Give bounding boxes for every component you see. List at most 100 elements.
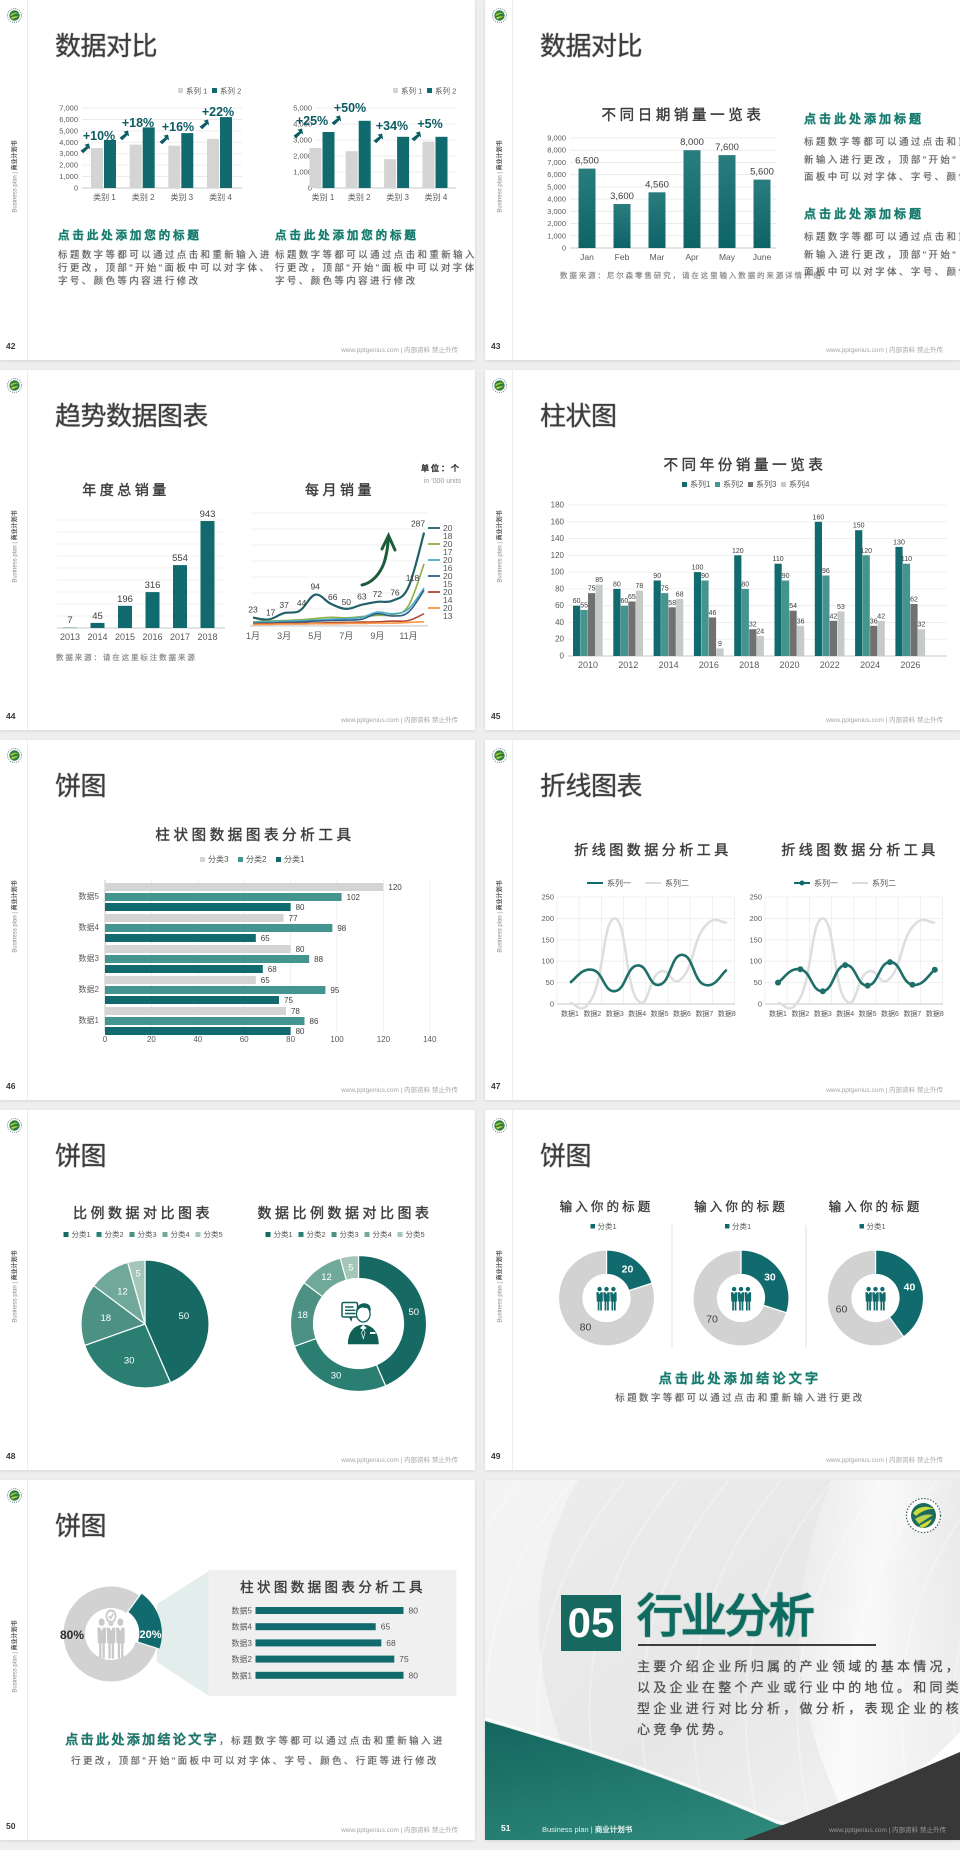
- svg-text:36: 36: [870, 618, 878, 625]
- svg-text:6,000: 6,000: [59, 115, 78, 124]
- svg-text:80: 80: [741, 581, 749, 588]
- svg-text:80%: 80%: [60, 1628, 84, 1642]
- svg-text:类别 1: 类别 1: [312, 192, 335, 202]
- svg-text:2026: 2026: [900, 660, 920, 670]
- svg-text:8,000: 8,000: [680, 137, 704, 148]
- svg-text:分类1: 分类1: [732, 1221, 751, 1231]
- svg-text:102: 102: [347, 893, 361, 902]
- svg-text:4,000: 4,000: [59, 138, 78, 147]
- svg-text:94: 94: [310, 582, 320, 592]
- svg-text:63: 63: [357, 592, 367, 602]
- svg-text:9,000: 9,000: [547, 134, 566, 143]
- svg-text:0: 0: [560, 652, 565, 661]
- svg-text:0: 0: [103, 1035, 108, 1044]
- svg-text:1,000: 1,000: [547, 231, 566, 240]
- svg-text:7,600: 7,600: [715, 142, 739, 153]
- svg-text:数据6: 数据6: [881, 1009, 899, 1018]
- svg-text:80: 80: [409, 1670, 419, 1680]
- svg-text:7,000: 7,000: [547, 158, 566, 167]
- svg-text:65: 65: [628, 594, 636, 601]
- svg-text:数据1: 数据1: [769, 1009, 787, 1018]
- svg-text:数据来源：尼尔森零售研究，请在这里输入数据的来源详情介绍: 数据来源：尼尔森零售研究，请在这里输入数据的来源详情介绍: [560, 270, 823, 280]
- svg-text:数据4: 数据4: [79, 922, 100, 932]
- svg-text:9: 9: [718, 641, 722, 648]
- svg-text:数据比例数据对比图表: 数据比例数据对比图表: [258, 1205, 433, 1221]
- svg-text:+22%: +22%: [202, 105, 234, 119]
- svg-text:2014: 2014: [87, 632, 107, 642]
- svg-text:系列二: 系列二: [665, 878, 689, 888]
- svg-text:7月: 7月: [339, 631, 353, 641]
- svg-text:数据3: 数据3: [79, 953, 100, 963]
- svg-text:20: 20: [622, 1264, 634, 1276]
- svg-text:数据4: 数据4: [232, 1622, 253, 1632]
- svg-text:554: 554: [172, 553, 188, 564]
- svg-text:42: 42: [830, 613, 838, 620]
- svg-text:数据5: 数据5: [232, 1606, 253, 1616]
- svg-text:200: 200: [541, 914, 554, 923]
- svg-text:系列 2: 系列 2: [220, 86, 241, 96]
- svg-text:55: 55: [580, 602, 588, 609]
- svg-text:2018: 2018: [739, 660, 759, 670]
- svg-text:3,000: 3,000: [547, 207, 566, 216]
- svg-text:37: 37: [279, 600, 289, 610]
- svg-text:18: 18: [297, 1310, 308, 1321]
- svg-text:96: 96: [822, 568, 830, 575]
- svg-text:数据4: 数据4: [628, 1009, 646, 1018]
- svg-text:数据1: 数据1: [561, 1009, 579, 1018]
- svg-text:120: 120: [860, 548, 872, 555]
- svg-text:4,560: 4,560: [645, 179, 669, 190]
- svg-text:数据1: 数据1: [79, 1015, 100, 1025]
- svg-text:5月: 5月: [308, 631, 322, 641]
- svg-text:+10%: +10%: [83, 129, 115, 143]
- svg-text:数据5: 数据5: [859, 1009, 877, 1018]
- svg-text:80: 80: [580, 1321, 592, 1333]
- svg-text:2012: 2012: [618, 660, 638, 670]
- svg-text:数据1: 数据1: [232, 1670, 253, 1680]
- svg-text:58: 58: [668, 600, 676, 607]
- svg-text:类别 4: 类别 4: [425, 192, 448, 202]
- svg-text:2,000: 2,000: [547, 219, 566, 228]
- svg-text:5,600: 5,600: [750, 167, 774, 178]
- svg-text:50: 50: [546, 978, 554, 987]
- svg-text:数据2: 数据2: [583, 1009, 601, 1018]
- svg-text:18: 18: [100, 1313, 111, 1324]
- svg-text:50: 50: [409, 1307, 420, 1318]
- svg-text:150: 150: [853, 523, 865, 530]
- svg-text:140: 140: [423, 1035, 437, 1044]
- svg-text:80: 80: [296, 903, 305, 912]
- svg-text:7: 7: [67, 615, 72, 626]
- svg-text:20: 20: [443, 555, 453, 565]
- svg-text:分类1: 分类1: [867, 1221, 886, 1231]
- svg-text:系列 1: 系列 1: [401, 86, 422, 96]
- svg-text:90: 90: [701, 573, 709, 580]
- svg-text:75: 75: [661, 586, 669, 593]
- svg-text:不同年份销量一览表: 不同年份销量一览表: [663, 457, 826, 474]
- svg-text:输入你的标题: 输入你的标题: [560, 1199, 654, 1214]
- svg-text:65: 65: [381, 1622, 391, 1632]
- svg-text:23: 23: [248, 605, 258, 615]
- svg-text:数据8: 数据8: [718, 1009, 736, 1018]
- svg-text:30: 30: [764, 1271, 776, 1283]
- svg-text:折线图数据分析工具: 折线图数据分析工具: [781, 842, 939, 858]
- svg-text:54: 54: [789, 603, 797, 610]
- svg-text:75: 75: [284, 996, 293, 1005]
- svg-text:1月: 1月: [246, 631, 260, 641]
- svg-text:30: 30: [331, 1370, 342, 1381]
- svg-text:Mar: Mar: [650, 252, 665, 262]
- svg-text:分类1: 分类1: [72, 1229, 91, 1239]
- svg-text:数据7: 数据7: [695, 1009, 713, 1018]
- svg-text:100: 100: [330, 1035, 344, 1044]
- svg-text:2020: 2020: [779, 660, 799, 670]
- svg-text:柱状图数据图表分析工具: 柱状图数据图表分析工具: [240, 1580, 426, 1595]
- svg-text:12: 12: [117, 1286, 128, 1297]
- svg-text:系列 1: 系列 1: [186, 86, 207, 96]
- svg-text:4,000: 4,000: [547, 195, 566, 204]
- svg-text:17: 17: [266, 608, 276, 618]
- svg-text:20: 20: [443, 523, 453, 533]
- svg-text:类别 3: 类别 3: [386, 192, 409, 202]
- svg-text:68: 68: [268, 965, 277, 974]
- svg-text:2018: 2018: [197, 632, 217, 642]
- svg-text:数据3: 数据3: [232, 1638, 253, 1648]
- svg-text:分类3: 分类3: [138, 1229, 157, 1239]
- svg-text:数据2: 数据2: [791, 1009, 809, 1018]
